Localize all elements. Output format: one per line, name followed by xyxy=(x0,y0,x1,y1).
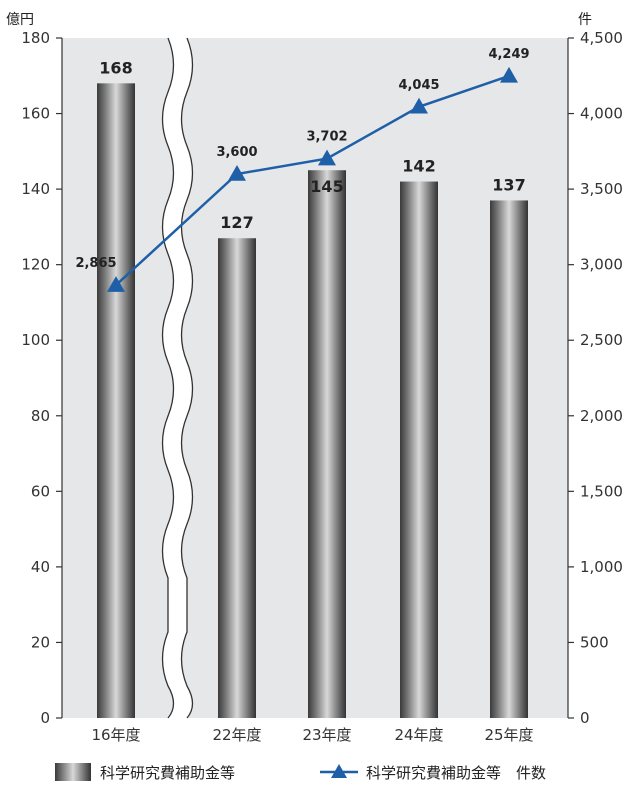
left-tick-label: 0 xyxy=(40,709,50,727)
left-tick-label: 100 xyxy=(21,331,50,349)
line-marker xyxy=(228,165,246,181)
right-tick-label: 4,500 xyxy=(580,29,623,47)
left-tick-label: 160 xyxy=(21,105,50,123)
x-tick-label: 24年度 xyxy=(394,726,443,744)
x-tick-label: 25年度 xyxy=(484,726,533,744)
bar-value-label: 145 xyxy=(310,177,343,196)
legend-line-marker xyxy=(331,764,347,778)
bar xyxy=(97,83,135,719)
line-value-label: 4,045 xyxy=(398,78,439,93)
x-tick-label: 16年度 xyxy=(91,726,140,744)
bar-value-label: 168 xyxy=(99,58,132,77)
right-tick-label: 2,000 xyxy=(580,407,623,425)
line-marker xyxy=(107,276,125,292)
right-axis-unit: 件 xyxy=(578,12,592,28)
left-tick-label: 180 xyxy=(21,29,50,47)
bar xyxy=(308,170,346,718)
line-value-label: 4,249 xyxy=(488,47,529,62)
bar xyxy=(218,238,256,718)
bar xyxy=(400,181,438,719)
legend: 科学研究費補助金等 科学研究費補助金等 件数 xyxy=(55,763,546,782)
line-value-label: 2,865 xyxy=(75,256,116,271)
left-tick-label: 120 xyxy=(21,256,50,274)
x-tick-label: 23年度 xyxy=(302,726,351,744)
legend-bar-label: 科学研究費補助金等 xyxy=(100,764,235,782)
legend-line-label: 科学研究費補助金等 件数 xyxy=(366,764,546,782)
bar-value-label: 127 xyxy=(220,213,253,232)
right-tick-label: 4,000 xyxy=(580,105,623,123)
right-tick-label: 500 xyxy=(580,633,609,651)
right-tick-label: 0 xyxy=(580,709,590,727)
right-tick-label: 1,500 xyxy=(580,482,623,500)
legend-bar-swatch xyxy=(55,763,91,781)
axis-break-left-edge xyxy=(161,37,175,719)
left-tick-label: 20 xyxy=(31,633,50,651)
right-tick-label: 3,500 xyxy=(580,180,623,198)
x-tick-label: 22年度 xyxy=(212,726,261,744)
line-value-label: 3,702 xyxy=(306,130,347,145)
line-value-label: 3,600 xyxy=(216,145,257,160)
line-marker xyxy=(318,149,336,166)
bar xyxy=(490,200,528,718)
left-tick-label: 80 xyxy=(31,407,50,425)
left-tick-label: 140 xyxy=(21,180,50,198)
bar-value-label: 137 xyxy=(492,175,525,194)
left-axis-unit: 億円 xyxy=(6,12,34,28)
axis-break xyxy=(162,38,193,718)
axis-break-right-edge xyxy=(180,37,194,719)
left-tick-label: 40 xyxy=(31,558,50,576)
line-marker xyxy=(410,97,428,114)
line-marker xyxy=(500,66,518,83)
bar-value-label: 142 xyxy=(402,157,435,176)
right-tick-label: 3,000 xyxy=(580,256,623,274)
left-tick-label: 60 xyxy=(31,482,50,500)
right-tick-label: 2,500 xyxy=(580,331,623,349)
right-tick-label: 1,000 xyxy=(580,558,623,576)
